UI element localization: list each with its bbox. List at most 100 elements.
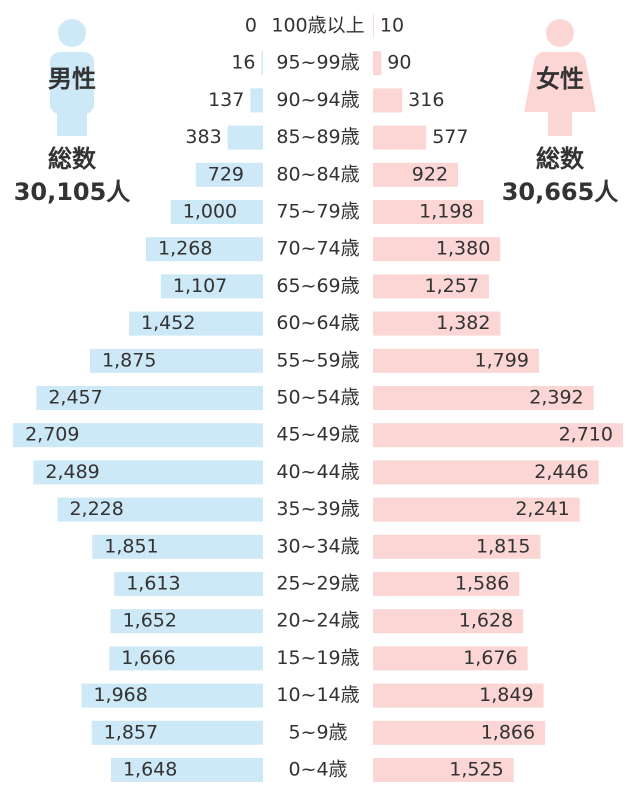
age-label: 25~29歳 xyxy=(276,573,359,595)
female-bar xyxy=(373,348,539,373)
value-label: 16 xyxy=(231,52,255,74)
value-label: 1,851 xyxy=(104,535,158,557)
value-label: 1,525 xyxy=(449,759,503,781)
male-bar xyxy=(146,237,263,262)
age-label: 50~54歳 xyxy=(276,387,359,409)
female-bar xyxy=(373,534,541,559)
male-bar xyxy=(110,609,264,634)
male-bar xyxy=(91,720,264,745)
female-bar xyxy=(373,497,580,522)
age-label: 5~9歳 xyxy=(288,721,347,743)
female-bar xyxy=(373,423,623,448)
value-label: 2,710 xyxy=(559,424,613,446)
age-label: 55~59歳 xyxy=(276,349,359,371)
age-label: 30~34歳 xyxy=(276,535,359,557)
value-label: 383 xyxy=(185,126,221,148)
value-label: 2,241 xyxy=(515,498,569,520)
age-label: 80~84歳 xyxy=(276,163,359,185)
age-label: 95~99歳 xyxy=(276,52,359,74)
value-label: 1,586 xyxy=(455,573,509,595)
age-label: 65~69歳 xyxy=(276,275,359,297)
value-label: 90 xyxy=(387,52,411,74)
male-bar xyxy=(160,274,263,299)
age-label: 15~19歳 xyxy=(276,647,359,669)
value-label: 1,652 xyxy=(123,610,177,632)
female-bar xyxy=(373,88,403,113)
value-label: 1,257 xyxy=(425,275,479,297)
value-label: 1,198 xyxy=(419,201,473,223)
age-label: 40~44歳 xyxy=(276,461,359,483)
value-label: 1,666 xyxy=(121,647,175,669)
female-total: 30,665人 xyxy=(502,178,619,206)
value-label: 1,452 xyxy=(141,312,195,334)
value-label: 2,489 xyxy=(45,461,99,483)
male-bar xyxy=(109,646,263,671)
female-bar xyxy=(373,460,599,485)
female-bar xyxy=(373,311,501,336)
age-label: 100歳以上 xyxy=(271,15,364,37)
value-label: 1,866 xyxy=(481,721,535,743)
value-label: 2,228 xyxy=(69,498,123,520)
age-label: 45~49歳 xyxy=(276,424,359,446)
value-label: 1,000 xyxy=(183,201,237,223)
value-label: 1,815 xyxy=(476,535,530,557)
value-label: 1,628 xyxy=(459,610,513,632)
value-label: 2,457 xyxy=(48,387,102,409)
value-label: 10 xyxy=(380,15,404,37)
male-bar xyxy=(227,125,263,150)
female-bar xyxy=(373,386,594,410)
female-bar xyxy=(373,274,489,299)
age-label: 85~89歳 xyxy=(276,126,359,148)
male-bar xyxy=(92,534,263,559)
female-icon xyxy=(524,19,596,136)
value-label: 1,382 xyxy=(436,312,490,334)
female-bar xyxy=(373,572,520,596)
male-bar xyxy=(57,497,264,522)
age-label: 20~24歳 xyxy=(276,610,359,632)
female-total-label: 総数 xyxy=(536,145,585,173)
female-bar xyxy=(373,200,484,224)
value-label: 1,648 xyxy=(123,759,177,781)
age-label: 70~74歳 xyxy=(276,238,359,260)
male-bar xyxy=(33,460,264,485)
male-bar xyxy=(195,162,263,187)
value-label: 729 xyxy=(208,163,244,185)
age-label: 35~39歳 xyxy=(276,498,359,520)
female-bar xyxy=(373,758,514,782)
value-label: 2,392 xyxy=(529,387,583,409)
value-label: 1,380 xyxy=(436,238,490,260)
value-label: 137 xyxy=(208,89,244,111)
male-total-label: 総数 xyxy=(48,145,97,173)
value-label: 1,799 xyxy=(475,349,529,371)
value-label: 1,613 xyxy=(126,573,180,595)
male-bar xyxy=(81,683,263,708)
male-bar xyxy=(36,386,264,410)
age-label: 60~64歳 xyxy=(276,312,359,334)
male-total: 30,105人 xyxy=(14,178,131,206)
value-label: 1,857 xyxy=(104,721,158,743)
male-bar xyxy=(250,88,263,113)
value-label: 577 xyxy=(432,126,468,148)
female-bar xyxy=(373,720,546,745)
female-label: 女性 xyxy=(536,65,584,93)
female-bar xyxy=(373,609,524,634)
value-label: 1,875 xyxy=(102,349,156,371)
age-label: 90~94歳 xyxy=(276,89,359,111)
value-label: 1,268 xyxy=(158,238,212,260)
female-bar xyxy=(373,14,374,38)
value-label: 0 xyxy=(245,15,257,37)
value-label: 316 xyxy=(408,89,444,111)
male-bar xyxy=(114,572,263,596)
female-bar xyxy=(373,646,528,671)
age-label: 10~14歳 xyxy=(276,684,359,706)
value-label: 2,446 xyxy=(534,461,588,483)
value-label: 2,709 xyxy=(25,424,79,446)
female-bar xyxy=(373,683,544,708)
male-icon xyxy=(50,19,94,136)
female-bar xyxy=(373,125,427,150)
male-bar xyxy=(261,51,263,76)
age-label: 0~4歳 xyxy=(288,759,347,781)
male-bar xyxy=(110,758,263,782)
age-label: 75~79歳 xyxy=(276,201,359,223)
